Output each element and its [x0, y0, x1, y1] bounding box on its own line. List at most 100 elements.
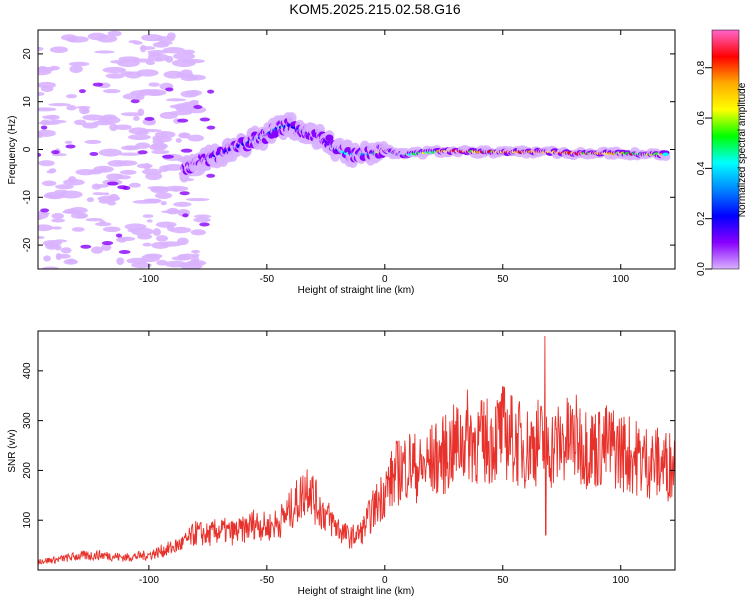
- spectral-noise-blob: [141, 34, 164, 42]
- spectral-noise-blob: [99, 220, 106, 225]
- spectrogram-xtick-label: -50: [260, 274, 275, 285]
- spectral-noise-blob: [102, 226, 121, 233]
- spectral-noise-blob: [38, 211, 49, 219]
- spectral-noise-blob: [118, 250, 131, 255]
- colorbar-tick-label: 0.2: [696, 211, 707, 225]
- spectral-noise-blob: [107, 30, 122, 37]
- colorbar-tick-label: 0.4: [696, 161, 707, 175]
- spectral-ridge-halo: [286, 112, 297, 125]
- spectral-noise-blob: [137, 108, 145, 117]
- spectral-noise-blob: [107, 200, 117, 206]
- spectral-noise-blob: [177, 253, 189, 260]
- spectral-noise-blob: [148, 82, 160, 87]
- snr-series-line: [38, 335, 675, 565]
- snr-xtick-label: -100: [139, 575, 159, 586]
- spectrogram-y-axis-label: Frequency (Hz): [7, 116, 18, 185]
- snr-y-axis-label: SNR (v/v): [7, 429, 18, 472]
- spectrogram-xtick-label: 100: [612, 274, 629, 285]
- spectral-noise-blob: [102, 66, 127, 74]
- spectral-noise-blob: [45, 242, 59, 250]
- spectral-noise-blob: [190, 256, 200, 264]
- spectral-noise-blob: [179, 132, 189, 138]
- spectrogram-x-axis-label: Height of straight line (km): [298, 285, 415, 296]
- spectral-noise-blob: [163, 163, 185, 171]
- spectral-noise-blob: [43, 255, 51, 262]
- spectral-noise-blob: [43, 193, 61, 199]
- spectral-noise-blob: [51, 150, 60, 155]
- spectral-noise-blob: [193, 217, 211, 223]
- spectral-noise-blob: [128, 182, 141, 188]
- spectral-noise-blob: [193, 214, 212, 219]
- spectral-noise-blob: [51, 218, 66, 223]
- spectrogram-xtick-label: -100: [139, 274, 159, 285]
- colorbar-tick-label: 0.8: [696, 60, 707, 74]
- spectral-noise-blob: [109, 123, 118, 132]
- spectral-noise-blob: [106, 181, 119, 186]
- spectral-noise-blob: [49, 46, 69, 54]
- spectral-noise-blob: [116, 257, 125, 265]
- spectral-noise-blob: [206, 173, 216, 178]
- spectral-noise-blob: [152, 41, 170, 48]
- spectral-noise-blob: [127, 134, 151, 141]
- spectral-noise-blob: [206, 125, 216, 130]
- spectral-noise-blob: [40, 208, 50, 213]
- spectral-noise-blob: [187, 134, 205, 142]
- spectral-noise-blob: [38, 152, 42, 157]
- spectral-noise-blob: [199, 117, 211, 122]
- spectral-noise-blob: [38, 66, 55, 72]
- spectral-noise-blob: [154, 192, 173, 200]
- spectral-noise-blob: [40, 125, 48, 130]
- spectral-noise-blob: [64, 140, 73, 144]
- snr-panel: -100 -50 0 50 100 100 200 300 400 Height of str…: [7, 330, 676, 597]
- spectral-noise-blob: [179, 261, 203, 267]
- spectrogram-ytick-label: -10: [22, 190, 33, 205]
- spectral-noise-blob: [40, 85, 54, 93]
- spectral-noise-blob: [38, 91, 45, 96]
- spectral-noise-blob: [180, 90, 199, 98]
- spectral-noise-blob: [73, 119, 87, 126]
- spectral-noise-blob: [162, 154, 174, 159]
- spectral-noise-blob: [142, 242, 152, 247]
- spectral-noise-blob: [56, 253, 71, 259]
- spectral-noise-blob: [120, 145, 141, 151]
- colorbar: 0.0 0.2 0.4 0.6 0.8 Normalized spectral ampl…: [696, 29, 748, 276]
- spectral-noise-blob: [117, 59, 140, 68]
- snr-ytick-label: 300: [22, 412, 33, 429]
- spectral-noise-blob: [38, 235, 45, 240]
- spectral-noise-blob: [75, 168, 96, 176]
- spectral-noise-blob: [190, 250, 201, 254]
- spectral-noise-blob: [92, 82, 104, 87]
- colorbar-tick-label: 0.6: [696, 111, 707, 125]
- spectral-noise-blob: [107, 160, 128, 167]
- spectral-noise-blob: [95, 184, 109, 188]
- spectral-noise-blob: [126, 257, 149, 264]
- spectral-noise-blob: [154, 130, 176, 139]
- spectral-noise-blob: [139, 44, 147, 53]
- spectral-noise-blob: [120, 112, 143, 117]
- spectral-noise-blob: [173, 52, 196, 60]
- spectrogram-ytick-label: 0: [22, 146, 33, 152]
- spectral-noise-blob: [48, 168, 57, 173]
- spectral-noise-blob: [182, 213, 189, 218]
- spectral-noise-blob: [193, 104, 203, 109]
- spectral-noise-blob: [160, 201, 167, 206]
- spectral-noise-blob: [70, 212, 89, 219]
- spectral-noise-blob: [38, 107, 57, 112]
- spectral-noise-blob: [149, 144, 167, 151]
- spectral-noise-blob: [38, 160, 55, 167]
- spectral-noise-blob: [98, 148, 122, 157]
- colorbar-gradient: [711, 29, 740, 270]
- spectral-noise-blob: [80, 244, 92, 249]
- spectral-noise-blob: [144, 116, 155, 121]
- spectral-noise-blob: [86, 197, 95, 203]
- spectral-noise-blob: [136, 69, 159, 77]
- spectral-noise-blob: [92, 120, 114, 126]
- spectral-noise-blob: [145, 172, 163, 181]
- spectral-noise-blob: [145, 60, 156, 65]
- spectral-noise-blob: [66, 258, 76, 265]
- spectral-noise-blob: [176, 71, 186, 78]
- spectral-noise-blob: [102, 88, 121, 94]
- spectral-noise-blob: [138, 128, 162, 133]
- spectral-noise-blob: [151, 149, 170, 155]
